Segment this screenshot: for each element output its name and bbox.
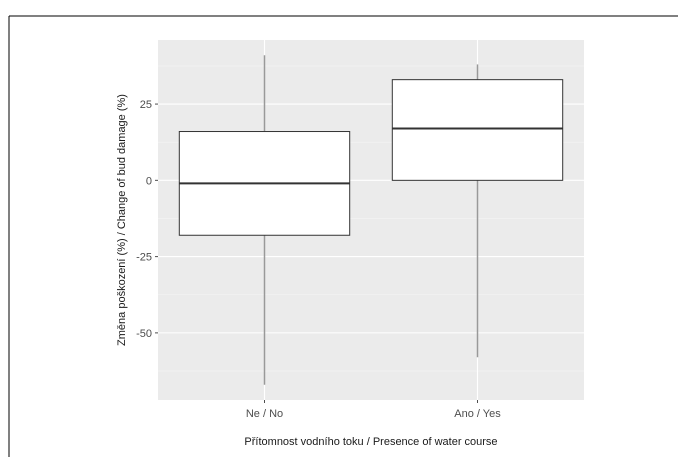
y-tick-label: -50 [136, 328, 152, 340]
box-1 [391, 64, 564, 358]
y-axis: -50 -25 0 25 [136, 99, 158, 340]
x-axis-title: Přítomnost vodního toku / Presence of wa… [244, 436, 497, 448]
y-tick-label: -25 [136, 252, 152, 264]
x-axis: Ne / No Ano / Yes [246, 400, 501, 420]
box-body [391, 79, 564, 181]
y-tick-label: 25 [140, 99, 152, 111]
box-0 [178, 55, 351, 385]
y-axis-title: Změna poškození (%) / Change of bud dama… [116, 94, 128, 346]
y-tick-label: 0 [146, 175, 152, 187]
boxes [178, 55, 564, 385]
x-tick-label: Ne / No [246, 408, 283, 420]
x-tick-label: Ano / Yes [454, 408, 501, 420]
